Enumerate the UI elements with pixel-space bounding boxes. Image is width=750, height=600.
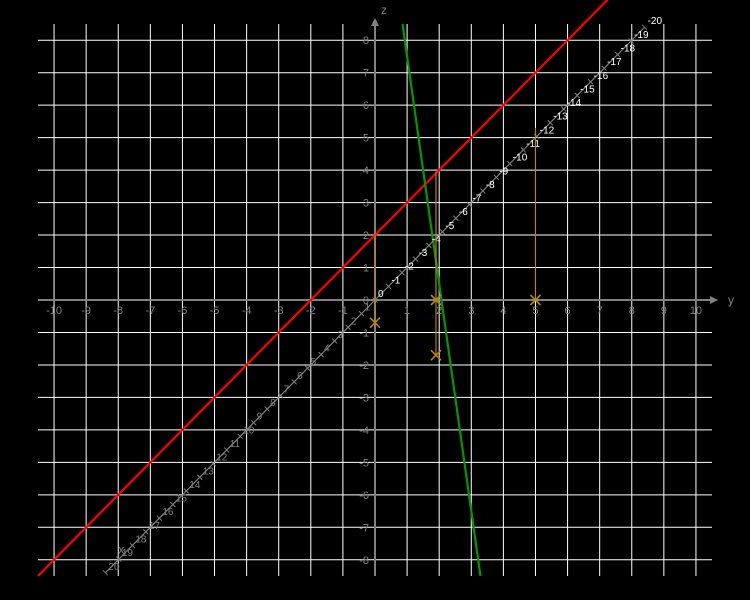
y-tick-label: -6 [359,490,369,502]
diag-tick-label: 8 [270,398,276,409]
diag-tick-label: 14 [189,480,201,491]
diag-tick-label: -19 [634,30,649,41]
x-tick-label: 4 [500,305,506,317]
x-tick-label: -5 [210,305,220,317]
diag-tick-label: 0 [378,289,384,300]
diag-tick-label: 3 [338,330,344,341]
x-tick-label: 9 [661,305,667,317]
diag-tick-label: 17 [149,521,161,532]
y-tick-label: 7 [363,68,369,80]
x-tick-label: -2 [306,305,316,317]
diag-tick-label: -5 [445,221,454,232]
diag-tick-label: 11 [230,439,241,450]
diag-tick-label: -13 [553,112,568,123]
coordinate-plot: -10-9-8-7-6-5-4-3-2-112345678910-8-7-6-5… [0,0,750,600]
y-tick-label: -7 [359,522,369,534]
diag-tick-label: -1 [391,275,400,286]
y-tick-label: -4 [359,425,369,437]
x-tick-label: 10 [690,305,702,317]
diag-tick-label: -18 [621,44,636,55]
x-tick-label: -3 [274,305,284,317]
x-tick-label: -1 [338,305,348,317]
y-tick-label: -8 [359,555,369,567]
y-tick-label: -1 [359,327,369,339]
y-tick-label: -5 [359,457,369,469]
y-tick-label: 6 [363,100,369,112]
diag-tick-label: 4 [324,344,330,355]
diag-tick-label: -8 [486,180,495,191]
y-tick-label: -2 [359,360,369,372]
diag-tick-label: 1 [365,303,371,314]
diag-tick-label: 9 [257,412,263,423]
x-tick-label: -9 [81,305,91,317]
diag-tick-label: -10 [513,153,528,164]
y-tick-label: 3 [363,198,369,210]
x-tick-label: -7 [145,305,155,317]
diag-tick-label: 20 [108,562,120,573]
x-tick-label: 1 [404,305,410,317]
x-tick-label: -10 [46,305,62,317]
diag-tick-label: -9 [499,166,508,177]
diag-tick-label: 2 [351,316,357,327]
x-tick-label: 7 [597,305,603,317]
diag-tick-label: -14 [567,98,582,109]
diag-tick-label: 7 [284,384,290,395]
y-tick-label: 5 [363,133,369,145]
x-axis-label: y [728,293,734,307]
y-tick-label: 2 [363,230,369,242]
diag-tick-label: -6 [459,207,468,218]
diag-tick-label: -15 [580,84,595,95]
diag-tick-label: -12 [540,125,555,136]
diag-tick-label: -2 [405,262,414,273]
diag-tick-label: 5 [311,357,317,368]
diag-tick-label: 12 [216,453,228,464]
x-tick-label: 8 [629,305,635,317]
y-tick-label: 8 [363,35,369,47]
x-tick-label: -6 [178,305,188,317]
y-tick-label: 1 [363,263,369,275]
diag-tick-label: -7 [472,194,481,205]
diag-tick-label: -4 [432,234,441,245]
diag-axis-label: x [118,542,124,556]
diag-tick-label: 15 [176,494,188,505]
diag-tick-label: -3 [418,248,427,259]
diag-tick-label: 13 [203,466,215,477]
diag-tick-label: -11 [526,139,540,150]
y-tick-label: 4 [363,165,369,177]
y-tick-label: -3 [359,392,369,404]
x-tick-label: 3 [468,305,474,317]
x-tick-label: 5 [532,305,538,317]
diag-tick-label: -16 [594,71,609,82]
diag-tick-label: 16 [162,507,174,518]
x-tick-label: -4 [242,305,252,317]
diag-tick-label: 10 [243,425,255,436]
x-tick-label: 6 [565,305,571,317]
diag-tick-label: -20 [648,16,663,27]
x-tick-label: -8 [113,305,123,317]
diag-tick-label: -17 [607,57,622,68]
diag-tick-label: 18 [135,534,147,545]
diag-tick-label: 6 [297,371,303,382]
y-axis-label: z [381,3,387,17]
